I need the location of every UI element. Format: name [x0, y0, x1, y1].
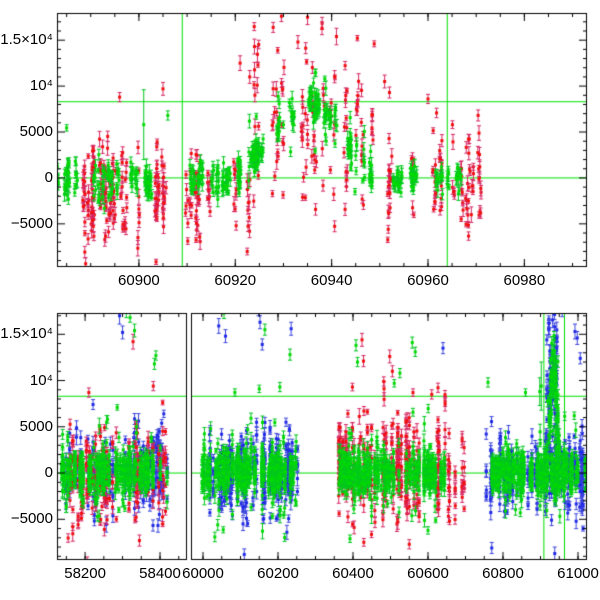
light-curve-figure: 60900 60920 60940 60960 60980 −5000 0 5000 10⁴ 1.…	[0, 0, 600, 600]
scatter-plot-canvas	[0, 0, 600, 600]
